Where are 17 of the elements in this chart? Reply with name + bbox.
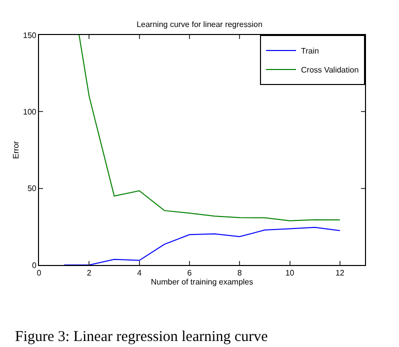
legend-label: Train xyxy=(301,46,319,56)
y-tick-label: 100 xyxy=(23,107,37,116)
y-tick-label: 150 xyxy=(23,30,37,40)
x-tick-label: 8 xyxy=(237,268,242,278)
chart-title: Learning curve for linear regression xyxy=(136,20,262,29)
x-tick-label: 12 xyxy=(335,268,345,278)
x-tick-label: 2 xyxy=(86,268,92,278)
legend-label: Cross Validation xyxy=(301,66,359,75)
y-tick-label: 0 xyxy=(32,260,37,270)
y-axis-title: Error xyxy=(12,140,21,159)
caption: Figure 3: Linear regression learning curve xyxy=(15,329,268,345)
x-tick-label: 6 xyxy=(187,268,192,278)
line-series xyxy=(64,226,340,265)
x-tick-label: 10 xyxy=(285,268,295,278)
x-tick-label: 4 xyxy=(137,268,142,278)
y-tick-label: 50 xyxy=(27,184,37,194)
x-axis-title: Number of training examples xyxy=(150,278,254,287)
